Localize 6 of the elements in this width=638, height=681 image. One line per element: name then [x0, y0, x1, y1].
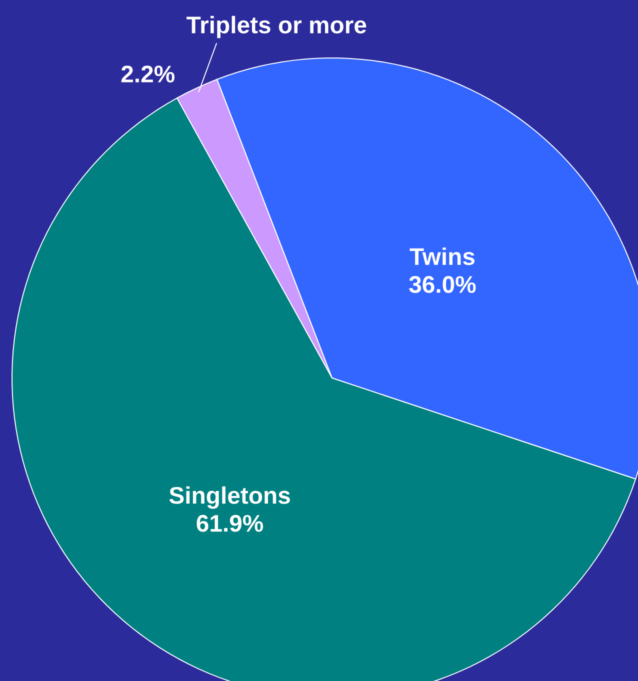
slice-label: Triplets or more [186, 16, 366, 38]
slice-label: Twins [410, 248, 474, 266]
data-label: 2.2% [121, 66, 174, 82]
slice-label: Singletons [169, 486, 290, 509]
data-label: 36.0% [409, 276, 476, 293]
data-label: 61.9% [196, 514, 264, 532]
